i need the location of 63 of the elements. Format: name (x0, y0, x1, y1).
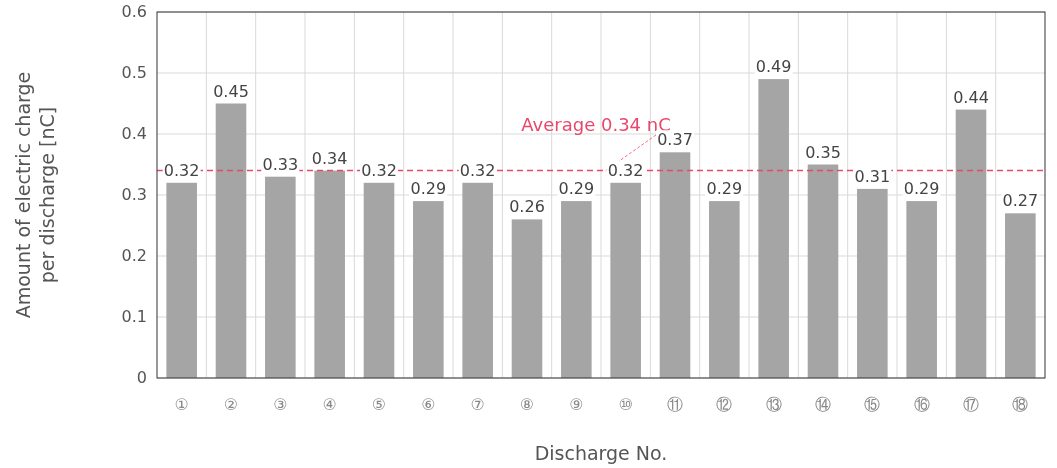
y-tick-label: 0.6 (121, 2, 147, 21)
bar (215, 103, 247, 378)
x-tick-label: ① (174, 395, 189, 414)
bar (363, 182, 395, 378)
data-label: 0.34 (311, 148, 348, 168)
bar (906, 201, 937, 378)
data-label: 0.27 (1002, 191, 1039, 211)
bar (1005, 213, 1036, 378)
x-axis-title: Discharge No. (534, 442, 668, 464)
y-tick-label: 0.4 (121, 124, 147, 143)
data-label: 0.29 (706, 179, 743, 199)
x-tick-label: ⑪ (667, 395, 683, 414)
x-tick-label: ⑤ (371, 395, 387, 414)
data-label: 0.31 (854, 166, 891, 186)
bar (265, 176, 296, 378)
x-tick-label: ⑱ (1012, 395, 1029, 414)
data-label: 0.26 (509, 197, 545, 217)
data-label: 0.45 (213, 81, 249, 101)
y-tick-label: 0 (136, 368, 147, 387)
data-label: 0.37 (657, 130, 693, 150)
data-label: 0.49 (755, 57, 792, 77)
bar (561, 201, 592, 378)
x-tick-label: ⑥ (421, 395, 436, 414)
data-label: 0.29 (558, 179, 595, 199)
bar (413, 201, 444, 378)
x-tick-label: ② (223, 395, 239, 414)
x-tick-label: ③ (273, 395, 288, 414)
bar (857, 188, 888, 378)
bar (610, 182, 641, 378)
x-tick-label: ⑫ (716, 395, 733, 414)
bar (166, 182, 197, 378)
x-tick-label: ⑨ (569, 395, 584, 414)
data-label: 0.32 (459, 160, 496, 180)
bar (511, 219, 543, 378)
data-label: 0.33 (262, 154, 299, 174)
x-tick-label: ⑮ (864, 395, 881, 414)
bar (758, 79, 789, 378)
bar (955, 109, 987, 378)
data-label: 0.29 (410, 179, 447, 199)
x-tick-label: ⑦ (470, 395, 485, 414)
x-tick-label: ⑬ (765, 395, 782, 414)
x-tick-label: ④ (322, 395, 337, 414)
data-label: 0.35 (805, 142, 841, 162)
x-tick-label: ⑭ (815, 395, 831, 414)
bar (807, 164, 839, 378)
data-label: 0.32 (163, 160, 200, 180)
y-tick-label: 0.2 (121, 246, 147, 265)
data-label: 0.32 (607, 160, 644, 180)
bar (314, 170, 345, 378)
bar (709, 201, 740, 378)
y-tick-label: 0.5 (121, 63, 147, 82)
x-tick-label: ⑧ (519, 395, 535, 414)
x-tick-label: ⑩ (618, 395, 633, 414)
y-axis-title: Amount of electric charge per discharge [nC] (12, 71, 58, 319)
x-tick-label: ⑰ (963, 395, 979, 414)
data-label: 0.29 (903, 179, 940, 199)
data-label: 0.44 (953, 87, 989, 107)
y-tick-label: 0.3 (121, 185, 147, 204)
bar (659, 152, 691, 378)
x-tick-label: ⑯ (913, 395, 930, 414)
data-label: 0.32 (361, 160, 397, 180)
y-tick-label: 0.1 (121, 307, 147, 326)
bar (462, 182, 493, 378)
